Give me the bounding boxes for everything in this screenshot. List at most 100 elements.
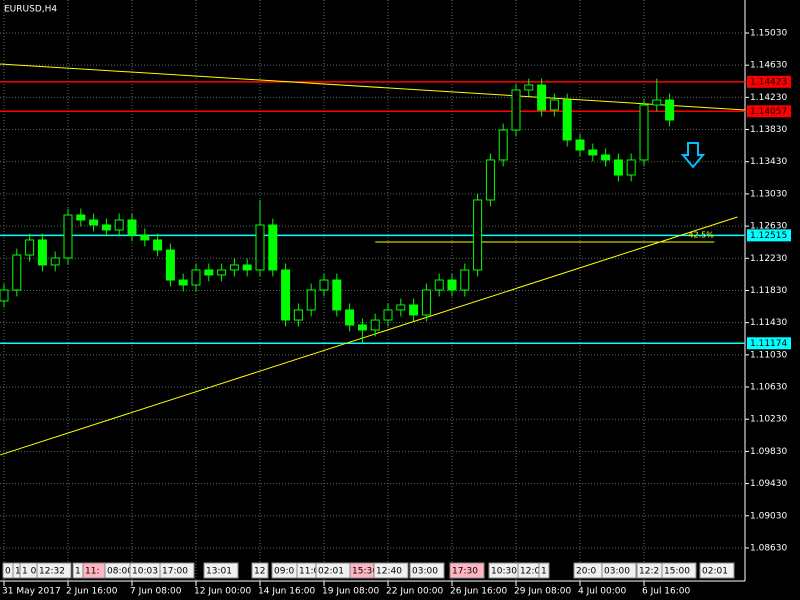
y-tick-label: 1.14630: [750, 61, 787, 71]
time-box: [601, 562, 637, 579]
time-box: [203, 562, 239, 579]
candle-body: [652, 99, 662, 106]
candle-body: [345, 309, 355, 326]
candle-body: [575, 139, 585, 151]
x-tick-label: 7 Jun 08:00: [130, 587, 182, 597]
time-box-label: 02:01: [318, 567, 344, 577]
level-tag: [747, 337, 791, 350]
candle-body: [665, 99, 675, 121]
candle-body: [114, 219, 124, 231]
time-box: [661, 562, 697, 579]
candle-body: [191, 269, 201, 286]
time-box-label: 15:00: [664, 567, 690, 577]
candle-body: [409, 304, 419, 316]
time-box-label: 03:00: [604, 567, 630, 577]
candle-body: [255, 224, 265, 271]
time-box-label: 1: [15, 567, 21, 577]
trendline: [0, 216, 738, 456]
candle-body: [25, 239, 35, 256]
candle-body: [370, 319, 380, 331]
time-box-label: 1 0: [22, 567, 37, 577]
candle-body: [101, 224, 111, 231]
time-box-label: 09:0: [274, 567, 294, 577]
candle-body: [76, 214, 86, 221]
candle-body: [601, 154, 611, 161]
candle-body: [485, 159, 495, 201]
x-tick-label: 4 Jul 00:00: [578, 587, 627, 597]
candle-body: [396, 304, 406, 311]
x-tick-label: 29 Jun 08:00: [514, 587, 571, 597]
level-tag-label: 1.11174: [750, 339, 787, 349]
time-box-label: 12:32: [39, 567, 65, 577]
candle-body: [217, 269, 227, 276]
y-tick-label: 1.10630: [750, 383, 787, 393]
time-box-label: 11:: [85, 567, 99, 577]
y-tick-label: 1.13830: [750, 125, 787, 135]
time-box-label: 02:01: [702, 567, 728, 577]
candle-body: [613, 159, 623, 176]
candle-body: [434, 279, 444, 291]
candle-body: [178, 279, 188, 286]
time-box-label: 1: [75, 567, 81, 577]
time-box: [409, 562, 445, 579]
candle-body: [229, 264, 239, 271]
candle-body: [306, 289, 316, 311]
candle-body: [549, 99, 559, 111]
y-tick-label: 1.11030: [750, 350, 787, 360]
candle-body: [511, 89, 521, 131]
candle-body: [127, 219, 137, 236]
time-box: [251, 562, 269, 579]
candle-body: [588, 149, 598, 156]
candle-body: [63, 214, 73, 259]
candle-body: [153, 239, 163, 251]
y-tick-label: 1.09430: [750, 479, 787, 489]
y-tick-label: 1.14230: [750, 93, 787, 103]
time-box-label: 17:30: [452, 567, 478, 577]
y-tick-label: 1.15030: [750, 28, 787, 38]
chart-title: EURUSD,H4: [4, 5, 57, 15]
time-box-label: 03:00: [412, 567, 438, 577]
time-box-label: 13:01: [206, 567, 232, 577]
time-box: [699, 562, 735, 579]
y-tick-label: 1.12630: [750, 222, 787, 232]
candle-body: [242, 264, 252, 271]
candle-body: [383, 309, 393, 321]
candle-body: [421, 289, 431, 316]
x-tick-label: 26 Jun 16:00: [450, 587, 507, 597]
time-box-label: 12: [254, 567, 265, 577]
level-tag-label: 1.12515: [750, 231, 787, 241]
candle-body: [12, 254, 22, 291]
candle-body: [460, 269, 470, 291]
time-box-label: 12:40: [376, 567, 402, 577]
candle-body: [50, 257, 60, 266]
candle-body: [293, 309, 303, 321]
level-tag: [747, 75, 791, 88]
fib-label: 42.5%: [688, 230, 714, 239]
time-box-label: 17:00: [162, 567, 188, 577]
candle-body: [473, 199, 483, 271]
y-tick-label: 1.08630: [750, 543, 787, 553]
level-tag-label: 1.14423: [750, 77, 787, 87]
time-box: [36, 562, 72, 579]
y-tick-label: 1.09030: [750, 511, 787, 521]
sell-arrow: [680, 142, 706, 169]
candle-body: [0, 289, 9, 302]
y-tick-label: 1.11830: [750, 286, 787, 296]
candle-body: [204, 269, 214, 276]
candle-body: [140, 234, 150, 241]
x-tick-label: 6 Jul 16:00: [642, 587, 691, 597]
y-tick-label: 1.12230: [750, 254, 787, 264]
candle-body: [498, 129, 508, 161]
time-box-label: 10:03: [132, 567, 158, 577]
time-box-label: 12:0: [520, 567, 540, 577]
trendline: [0, 63, 746, 111]
candle-body: [332, 279, 342, 311]
time-box-label: 15:30: [352, 567, 378, 577]
time-box-label: 20:0: [576, 567, 596, 577]
candle-body: [165, 249, 175, 281]
candle-body: [626, 159, 636, 176]
x-tick-label: 31 May 2017: [2, 587, 61, 597]
